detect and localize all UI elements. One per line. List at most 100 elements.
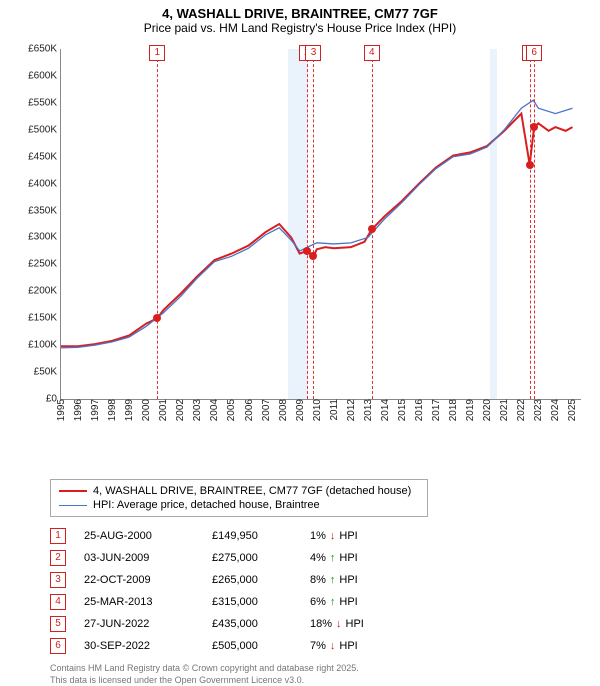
x-tick-label: 1999 xyxy=(124,399,135,425)
legend-label: HPI: Average price, detached house, Brai… xyxy=(93,499,320,511)
page: 4, WASHALL DRIVE, BRAINTREE, CM77 7GF Pr… xyxy=(0,0,600,680)
arrow-down-icon: ↓ xyxy=(330,530,336,542)
sale-price: £505,000 xyxy=(212,640,292,652)
sale-marker-dot xyxy=(530,123,538,131)
page-subtitle: Price paid vs. HM Land Registry's House … xyxy=(0,21,600,39)
sale-delta: 18%↓HPI xyxy=(310,618,400,630)
sale-number-box: 4 xyxy=(50,594,66,610)
attribution: Contains HM Land Registry data © Crown c… xyxy=(50,663,600,686)
sale-marker-dot xyxy=(153,314,161,322)
legend: 4, WASHALL DRIVE, BRAINTREE, CM77 7GF (d… xyxy=(50,479,428,517)
sale-marker-dot xyxy=(309,252,317,260)
sales-table: 1 25-AUG-2000 £149,950 1%↓HPI 2 03-JUN-2009 £2… xyxy=(50,525,600,657)
x-tick-label: 2012 xyxy=(346,399,357,425)
x-tick-label: 2013 xyxy=(363,399,374,425)
sale-date: 03-JUN-2009 xyxy=(84,552,194,564)
sale-price: £435,000 xyxy=(212,618,292,630)
arrow-down-icon: ↓ xyxy=(336,618,342,630)
legend-swatch xyxy=(59,490,87,492)
x-tick-label: 2006 xyxy=(244,399,255,425)
y-tick-label: £500K xyxy=(28,124,61,135)
y-tick-label: £100K xyxy=(28,340,61,351)
arrow-down-icon: ↓ xyxy=(330,640,336,652)
sale-price: £275,000 xyxy=(212,552,292,564)
sale-number-box: 2 xyxy=(50,550,66,566)
x-tick-label: 2017 xyxy=(431,399,442,425)
y-tick-label: £150K xyxy=(28,313,61,324)
y-tick-label: £250K xyxy=(28,259,61,270)
legend-swatch xyxy=(59,505,87,506)
arrow-up-icon: ↑ xyxy=(330,552,336,564)
x-tick-label: 2001 xyxy=(158,399,169,425)
x-tick-label: 2014 xyxy=(380,399,391,425)
sale-row: 5 27-JUN-2022 £435,000 18%↓HPI xyxy=(50,613,600,635)
x-tick-label: 2010 xyxy=(312,399,323,425)
sale-row: 1 25-AUG-2000 £149,950 1%↓HPI xyxy=(50,525,600,547)
sale-number-box: 5 xyxy=(50,616,66,632)
chart-lines xyxy=(61,49,581,399)
x-tick-label: 2022 xyxy=(516,399,527,425)
sale-row: 4 25-MAR-2013 £315,000 6%↑HPI xyxy=(50,591,600,613)
sale-date: 25-MAR-2013 xyxy=(84,596,194,608)
x-tick-label: 2021 xyxy=(499,399,510,425)
sale-number-box: 3 xyxy=(50,572,66,588)
sale-delta: 7%↓HPI xyxy=(310,640,400,652)
x-tick-label: 2011 xyxy=(329,399,340,425)
x-tick-label: 1995 xyxy=(56,399,67,425)
x-tick-label: 1998 xyxy=(107,399,118,425)
sale-delta: 1%↓HPI xyxy=(310,530,400,542)
sale-marker-line xyxy=(157,49,158,399)
sale-price: £315,000 xyxy=(212,596,292,608)
sale-date: 30-SEP-2022 xyxy=(84,640,194,652)
x-tick-label: 2000 xyxy=(141,399,152,425)
y-tick-label: £550K xyxy=(28,97,61,108)
sale-date: 25-AUG-2000 xyxy=(84,530,194,542)
sale-delta: 6%↑HPI xyxy=(310,596,400,608)
sale-marker-line xyxy=(530,49,531,399)
arrow-up-icon: ↑ xyxy=(330,596,336,608)
legend-item: 4, WASHALL DRIVE, BRAINTREE, CM77 7GF (d… xyxy=(59,484,419,498)
sale-row: 630-SEP-2022£505,0007%↓HPI xyxy=(50,635,600,657)
y-tick-label: £600K xyxy=(28,70,61,81)
plot-area: £0£50K£100K£150K£200K£250K£300K£350K£400… xyxy=(60,49,581,400)
attribution-line: This data is licensed under the Open Gov… xyxy=(50,675,600,686)
attribution-line: Contains HM Land Registry data © Crown c… xyxy=(50,663,600,675)
x-tick-label: 2018 xyxy=(448,399,459,425)
sale-marker-line xyxy=(372,49,373,399)
x-tick-label: 2009 xyxy=(295,399,306,425)
sale-marker-dot xyxy=(368,225,376,233)
sale-number-box: 1 xyxy=(50,528,66,544)
sale-price: £265,000 xyxy=(212,574,292,586)
y-tick-label: £650K xyxy=(28,44,61,55)
sale-row: 322-OCT-2009£265,0008%↑HPI xyxy=(50,569,600,591)
sale-delta: 4%↑HPI xyxy=(310,552,400,564)
y-tick-label: £200K xyxy=(28,286,61,297)
sale-marker-box: 6 xyxy=(526,45,542,61)
y-tick-label: £350K xyxy=(28,205,61,216)
x-tick-label: 2015 xyxy=(397,399,408,425)
series-property xyxy=(61,114,572,347)
x-tick-label: 2002 xyxy=(175,399,186,425)
arrow-up-icon: ↑ xyxy=(330,574,336,586)
legend-item: HPI: Average price, detached house, Brai… xyxy=(59,498,419,512)
sale-marker-line xyxy=(534,49,535,399)
x-tick-label: 2005 xyxy=(226,399,237,425)
legend-label: 4, WASHALL DRIVE, BRAINTREE, CM77 7GF (d… xyxy=(93,485,411,497)
sale-marker-box: 4 xyxy=(364,45,380,61)
sale-date: 27-JUN-2022 xyxy=(84,618,194,630)
sale-delta: 8%↑HPI xyxy=(310,574,400,586)
x-tick-label: 2024 xyxy=(550,399,561,425)
y-tick-label: £300K xyxy=(28,232,61,243)
x-tick-label: 2016 xyxy=(414,399,425,425)
y-tick-label: £450K xyxy=(28,151,61,162)
sale-price: £149,950 xyxy=(212,530,292,542)
y-tick-label: £50K xyxy=(34,367,61,378)
sale-row: 2 03-JUN-2009 £275,000 4%↑HPI xyxy=(50,547,600,569)
y-tick-label: £400K xyxy=(28,178,61,189)
x-tick-label: 2019 xyxy=(465,399,476,425)
x-tick-label: 2003 xyxy=(192,399,203,425)
sale-marker-line xyxy=(313,49,314,399)
x-tick-label: 1996 xyxy=(73,399,84,425)
sale-marker-box: 1 xyxy=(149,45,165,61)
x-tick-label: 1997 xyxy=(90,399,101,425)
